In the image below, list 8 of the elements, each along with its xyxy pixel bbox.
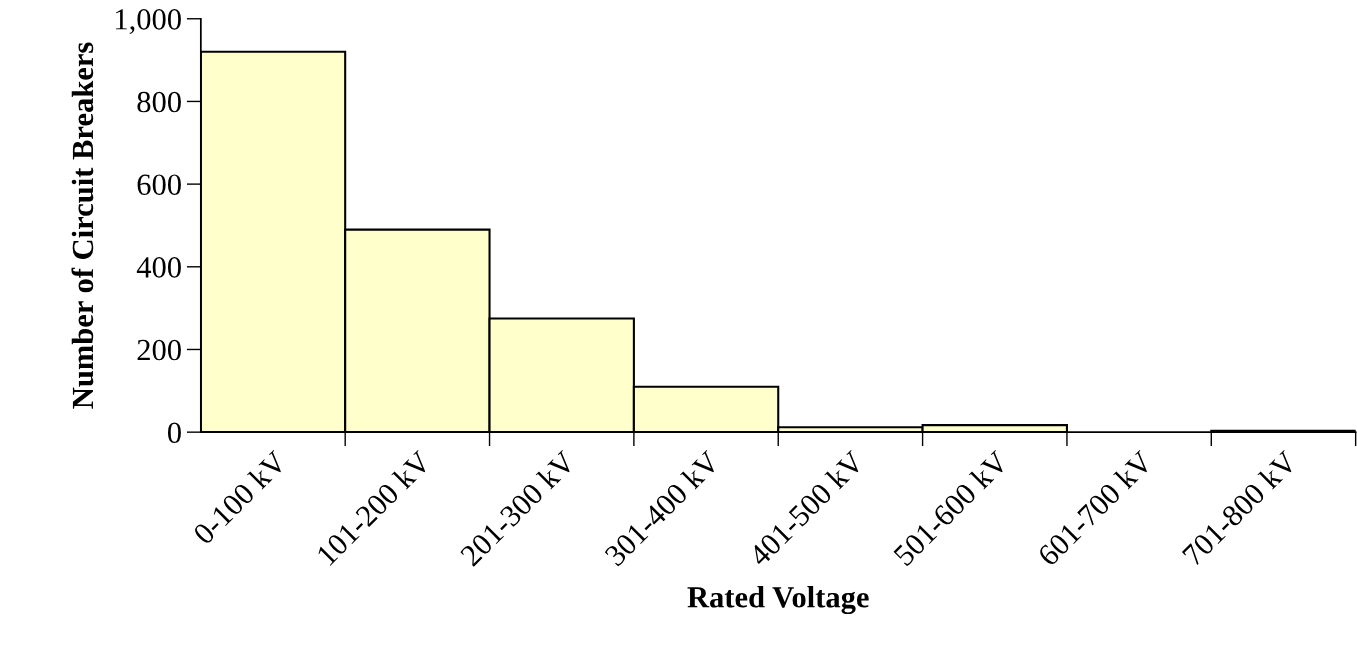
y-tick-label: 0: [167, 422, 181, 444]
y-tick-label: 400: [136, 257, 181, 278]
y-axis-title: Number of Circuit Breakers: [71, 42, 94, 409]
y-tick-label: 800: [137, 91, 181, 113]
x-axis-title: Rated Voltage: [687, 586, 869, 615]
y-tick-label: 200: [137, 339, 181, 361]
y-tick-label: 600: [137, 174, 181, 196]
y-tick-label: 1,000: [116, 9, 181, 35]
